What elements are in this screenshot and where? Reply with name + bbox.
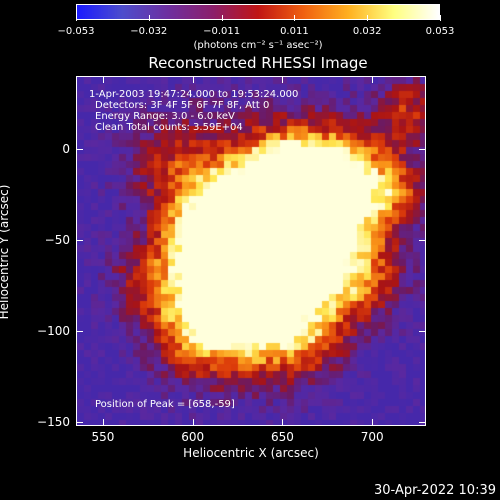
y-axis-title: Heliocentric Y (arcsec) <box>0 184 11 320</box>
colorbar-tick-label: 0.011 <box>280 26 309 37</box>
colorbar-tick-label: −0.011 <box>203 26 241 37</box>
y-tick-label: −100 <box>37 324 70 339</box>
colorbar <box>76 4 440 20</box>
x-tick-label: 700 <box>360 430 384 444</box>
colorbar-units-label: (photons cm⁻² s⁻¹ asec⁻²) <box>193 40 323 51</box>
detectors-annotation: Detectors: 3F 4F 5F 6F 7F 8F, Att 0 <box>95 100 270 111</box>
x-tick-label: 550 <box>91 430 115 444</box>
colorbar-tick-label: 0.032 <box>352 26 382 37</box>
y-tick-label: 0 <box>62 141 70 156</box>
solar-flare-heatmap <box>77 77 425 425</box>
colorbar-tick <box>440 15 441 21</box>
x-tick-label: 600 <box>181 430 205 444</box>
x-tick <box>282 76 284 83</box>
y-tick <box>76 331 83 333</box>
y-tick <box>419 331 426 333</box>
time-range-annotation: 1-Apr-2003 19:47:24.000 to 19:53:24.000 <box>89 89 299 100</box>
x-tick <box>192 419 194 426</box>
colorbar-tick <box>76 15 77 21</box>
y-tick <box>419 422 426 424</box>
colorbar-tick <box>221 15 223 21</box>
x-tick <box>102 76 104 83</box>
y-tick <box>76 148 83 150</box>
colorbar-tick-label: 0.053 <box>425 26 455 37</box>
x-tick <box>282 419 284 426</box>
colorbar-tick-label: −0.032 <box>130 26 168 37</box>
colorbar-tick <box>148 15 150 21</box>
clean-counts-annotation: Clean Total counts: 3.59E+04 <box>95 122 243 133</box>
x-tick <box>102 419 104 426</box>
energy-range-annotation: Energy Range: 3.0 - 6.0 keV <box>95 111 235 122</box>
x-tick-label: 650 <box>270 430 294 444</box>
y-tick <box>419 240 426 242</box>
peak-position-label: Position of Peak = [658,-59] <box>95 399 235 410</box>
x-tick <box>372 419 374 426</box>
y-tick <box>76 422 83 424</box>
rhessi-image-plot: 1-Apr-2003 19:47:24.000 to 19:53:24.000 … <box>76 76 426 426</box>
y-tick-label: −50 <box>44 233 70 248</box>
colorbar-tick <box>367 15 369 21</box>
x-tick <box>372 76 374 83</box>
x-axis-title: Heliocentric X (arcsec) <box>183 446 319 460</box>
y-tick <box>419 148 426 150</box>
colorbar-tick <box>294 15 296 21</box>
image-title: Reconstructed RHESSI Image <box>148 54 368 72</box>
timestamp: 30-Apr-2022 10:39 <box>374 483 496 498</box>
colorbar-tick-label: −0.053 <box>57 26 95 37</box>
y-tick-label: −150 <box>37 415 70 430</box>
x-tick <box>192 76 194 83</box>
y-tick <box>76 240 83 242</box>
